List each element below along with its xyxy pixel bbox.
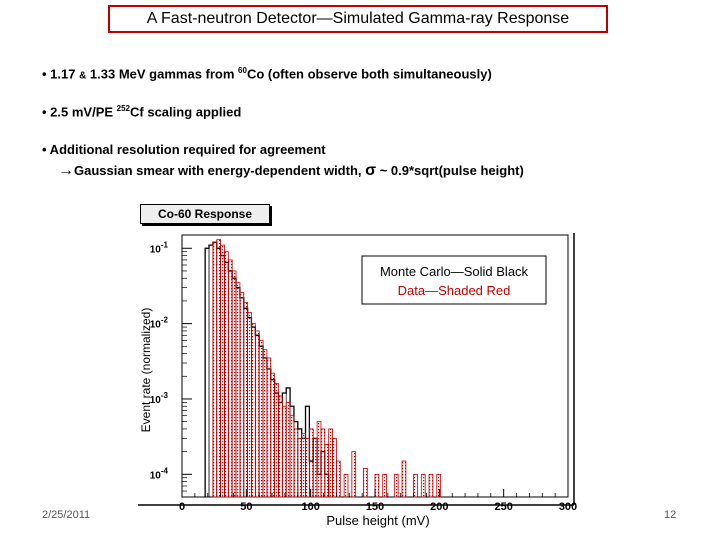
data-bar xyxy=(216,239,222,498)
bullet-resolution-sub: →Gaussian smear with energy-dependent wi… xyxy=(58,162,524,180)
data-bar xyxy=(281,405,287,498)
data-bar xyxy=(308,428,314,498)
x-tick-label: 100 xyxy=(301,501,319,513)
data-bar xyxy=(289,415,295,498)
data-bar xyxy=(224,251,229,498)
data-bar xyxy=(227,259,233,498)
series-data xyxy=(212,239,442,498)
data-bar xyxy=(274,383,279,498)
data-bar xyxy=(324,443,330,498)
data-bar xyxy=(436,473,442,498)
data-bar xyxy=(270,372,276,498)
data-bar xyxy=(363,467,368,498)
legend-entry: Data—Shaded Red xyxy=(398,283,511,298)
data-bar xyxy=(258,339,264,498)
bullet2-post: Cf scaling applied xyxy=(130,104,242,120)
data-bar xyxy=(335,460,341,498)
x-tick-label: 150 xyxy=(366,501,384,513)
legend-entry: Monte Carlo—Solid Black xyxy=(380,264,529,279)
data-bar xyxy=(297,437,303,498)
bullet2-sup: 252 xyxy=(116,104,131,113)
slide-date: 2/25/2011 xyxy=(42,509,91,521)
x-tick-label: 300 xyxy=(559,501,577,513)
data-bar xyxy=(235,282,241,498)
slide-page-number: 12 xyxy=(664,509,677,521)
data-bar xyxy=(293,428,299,498)
data-bar xyxy=(413,473,418,498)
y-tick-label: 10-4 xyxy=(150,466,169,481)
x-tick-label: 0 xyxy=(179,501,185,513)
data-bar xyxy=(220,244,225,498)
sub-text-end: ~ 0.9*sqrt(pulse height) xyxy=(376,163,524,178)
data-bar xyxy=(231,270,237,498)
bullet-resolution: • Additional resolution required for agr… xyxy=(42,142,326,157)
data-bar xyxy=(254,330,260,498)
bullet1-amp: & xyxy=(79,70,87,82)
x-tick-label: 200 xyxy=(430,501,448,513)
y-tick-label: 10-1 xyxy=(150,240,169,255)
y-tick-label: 10-3 xyxy=(150,391,169,406)
data-bar xyxy=(301,432,306,498)
x-axis-label: Pulse height (mV) xyxy=(326,513,429,528)
data-bar xyxy=(393,473,399,498)
x-tick-label: 50 xyxy=(240,501,252,513)
data-bar xyxy=(420,473,426,498)
data-bar xyxy=(312,437,318,498)
sub-text: Gaussian smear with energy-dependent wid… xyxy=(74,163,366,178)
data-bar xyxy=(328,428,333,498)
data-bar xyxy=(247,312,252,498)
data-bar xyxy=(316,421,322,498)
arrow-right-icon: → xyxy=(58,162,74,179)
data-bar xyxy=(251,323,256,498)
legend-box xyxy=(361,255,547,305)
data-bar xyxy=(428,473,434,498)
data-bar xyxy=(266,357,272,498)
data-bar xyxy=(285,402,291,498)
bullet1-sup: 60 xyxy=(238,66,247,75)
data-bar xyxy=(401,460,407,498)
sigma-symbol: σ xyxy=(365,162,377,179)
data-bar xyxy=(239,291,245,498)
data-bar xyxy=(278,395,283,498)
data-bar xyxy=(320,428,326,498)
bullet-cobalt-gammas: • 1.17 & 1.33 MeV gammas from 60Co (ofte… xyxy=(42,66,492,81)
data-bar xyxy=(351,451,357,498)
bullet-scaling: • 2.5 mV/PE 252Cf scaling applied xyxy=(42,104,241,119)
y-tick-label: 10-2 xyxy=(150,316,169,331)
data-bar xyxy=(382,473,387,498)
data-bar xyxy=(343,473,349,498)
data-bar xyxy=(262,349,268,498)
slide-title: A Fast-neutron Detector—Simulated Gamma-… xyxy=(108,5,608,33)
bullet1-post: Co (often observe both simultaneously) xyxy=(246,66,492,82)
data-bar xyxy=(305,437,310,498)
data-bar xyxy=(212,241,218,498)
y-axis-label: Event rate (normalized) xyxy=(139,308,153,433)
bullet1-mid: 1.33 MeV gammas from xyxy=(86,66,239,82)
data-bar xyxy=(243,302,249,498)
plot-title: Co-60 Response xyxy=(140,204,270,224)
bullet2-pre: • 2.5 mV/PE xyxy=(42,104,117,120)
x-tick-label: 250 xyxy=(494,501,512,513)
bullet1-pre: • 1.17 xyxy=(42,66,80,82)
data-bar xyxy=(374,473,380,498)
data-bar xyxy=(332,437,337,498)
